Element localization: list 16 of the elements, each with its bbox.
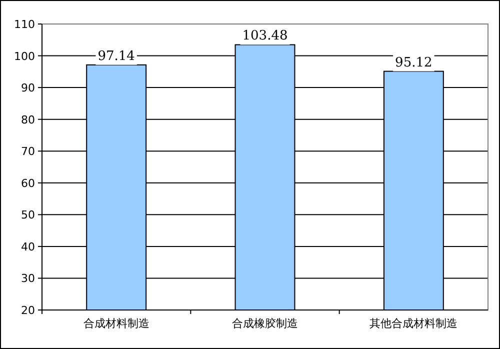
y-tick-label: 110 bbox=[14, 18, 35, 31]
data-label: 103.48 bbox=[242, 28, 288, 44]
data-label: 95.12 bbox=[395, 55, 432, 70]
x-tick-label: 合成材料制造 bbox=[83, 317, 150, 330]
y-tick-label: 100 bbox=[14, 50, 35, 63]
data-label: 97.14 bbox=[98, 48, 135, 64]
y-tick-label: 40 bbox=[21, 240, 35, 254]
y-tick-label: 60 bbox=[21, 176, 35, 190]
x-tick-label: 其他合成材料制造 bbox=[370, 317, 458, 330]
y-tick-label: 90 bbox=[21, 82, 35, 95]
y-tick-label: 70 bbox=[21, 145, 35, 158]
y-tick-label: 80 bbox=[21, 113, 35, 126]
y-tick-label: 30 bbox=[21, 272, 35, 286]
x-tick-label: 合成橡胶制造 bbox=[232, 317, 298, 330]
y-tick-label: 50 bbox=[21, 208, 35, 222]
y-tick-label: 20 bbox=[21, 304, 35, 317]
